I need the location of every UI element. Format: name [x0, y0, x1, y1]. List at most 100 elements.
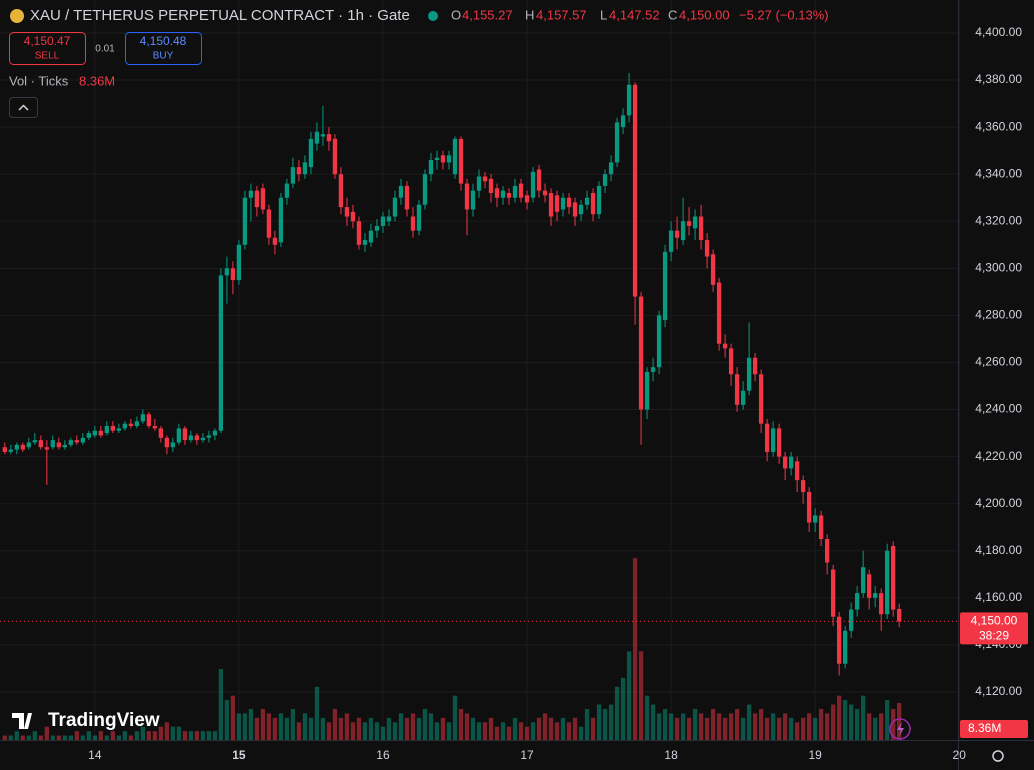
- candle-body: [873, 593, 878, 598]
- volume-bar: [104, 735, 110, 740]
- volume-bar: [674, 717, 680, 740]
- volume-bar: [8, 735, 13, 740]
- readout-key: H: [525, 7, 534, 22]
- volume-bar: [230, 695, 236, 740]
- sell-button[interactable]: [9, 32, 86, 65]
- y-tick-label: 4,220.00: [975, 449, 1022, 463]
- volume-bar: [572, 717, 578, 740]
- y-tick-label: 4,400.00: [975, 25, 1022, 39]
- y-tick-label: 4,360.00: [975, 119, 1022, 133]
- volume-bar: [656, 713, 662, 740]
- candle-body: [212, 430, 218, 436]
- buy-button[interactable]: [125, 32, 202, 65]
- readout-change: −5.27 (−0.13%): [739, 7, 829, 22]
- volume-bar: [788, 717, 794, 740]
- candle-body: [674, 230, 680, 238]
- volume-bar: [668, 713, 674, 740]
- volume-bar: [470, 717, 476, 740]
- candle-body: [176, 428, 182, 443]
- spread: 0.01: [95, 44, 115, 55]
- candle-body: [98, 430, 104, 436]
- volume-bar: [650, 704, 656, 740]
- volume-bar: [410, 713, 416, 740]
- candle-body: [164, 437, 170, 448]
- candle-body: [452, 138, 458, 175]
- volume-bar: [848, 704, 854, 740]
- candle-body: [134, 421, 140, 427]
- volume-bar: [873, 717, 878, 740]
- candle-body: [650, 367, 656, 372]
- y-tick-label: 4,180.00: [975, 543, 1022, 557]
- volume-bar: [710, 708, 716, 740]
- candle-body: [236, 244, 242, 281]
- volume-bar: [182, 731, 188, 740]
- volume-bar: [734, 708, 740, 740]
- candle-body: [824, 538, 830, 563]
- candle-body: [206, 435, 212, 438]
- volume-bar: [212, 731, 218, 740]
- volume-bar: [332, 708, 338, 740]
- candle-body: [446, 155, 452, 163]
- candle-body: [854, 593, 860, 610]
- candle-body: [644, 371, 650, 410]
- volume-bar: [110, 731, 116, 740]
- volume-label-box: [960, 720, 1028, 738]
- candle-body: [254, 190, 260, 208]
- volume-bar: [56, 735, 61, 740]
- candle-body: [698, 216, 704, 241]
- candle-body: [879, 593, 884, 615]
- candle-body: [230, 268, 236, 281]
- volume-bar: [626, 651, 632, 740]
- volume-bar: [596, 704, 602, 740]
- candle-body: [512, 185, 518, 198]
- volume-bar: [740, 717, 746, 740]
- volume-bar: [542, 713, 548, 740]
- symbol-title: XAU / TETHERUS PERPETUAL CONTRACT · 1h ·…: [30, 7, 410, 24]
- candle-body: [344, 207, 350, 217]
- volume-bar: [356, 717, 362, 740]
- candle-body: [572, 202, 578, 217]
- volume-bar: [374, 722, 380, 740]
- candle-body: [398, 185, 404, 198]
- candle-body: [566, 197, 572, 208]
- candle-body: [248, 190, 254, 198]
- volume-bar: [818, 708, 824, 740]
- volume-bar: [698, 713, 704, 740]
- volume-bar: [296, 722, 302, 740]
- volume-bar: [512, 717, 518, 740]
- volume-bar: [224, 700, 230, 740]
- last-price-box: [960, 612, 1028, 645]
- readout-value: 4,147.52: [609, 7, 660, 22]
- volume-bar: [885, 700, 890, 740]
- volume-bar: [506, 726, 512, 740]
- candle-body: [200, 437, 206, 441]
- volume-bar: [464, 713, 470, 740]
- candle-body: [38, 440, 43, 448]
- volume-bar: [344, 713, 350, 740]
- candle-body: [686, 221, 692, 226]
- candle-body: [848, 609, 854, 631]
- candle-body: [86, 433, 91, 438]
- volume-bar: [644, 695, 650, 740]
- candle-body: [782, 456, 788, 469]
- collapse-button[interactable]: [9, 97, 38, 118]
- candle-body: [728, 348, 734, 375]
- volume-bar: [782, 713, 788, 740]
- candle-body: [374, 225, 380, 231]
- candle-body: [32, 440, 37, 443]
- candle-body: [272, 237, 278, 245]
- candle-body: [266, 209, 272, 238]
- candle-body: [416, 204, 422, 231]
- alert-icon[interactable]: [889, 718, 911, 740]
- volume-bar: [26, 735, 31, 740]
- volume-bar: [302, 713, 308, 740]
- grid: [0, 0, 960, 740]
- volume-bar: [242, 713, 248, 740]
- settings-icon[interactable]: [992, 750, 1004, 762]
- candle-body: [752, 357, 758, 375]
- volume-bar: [92, 735, 98, 740]
- volume-label: 8.36M: [968, 721, 1001, 735]
- volume-bar: [68, 735, 73, 740]
- volume-bar: [602, 708, 608, 740]
